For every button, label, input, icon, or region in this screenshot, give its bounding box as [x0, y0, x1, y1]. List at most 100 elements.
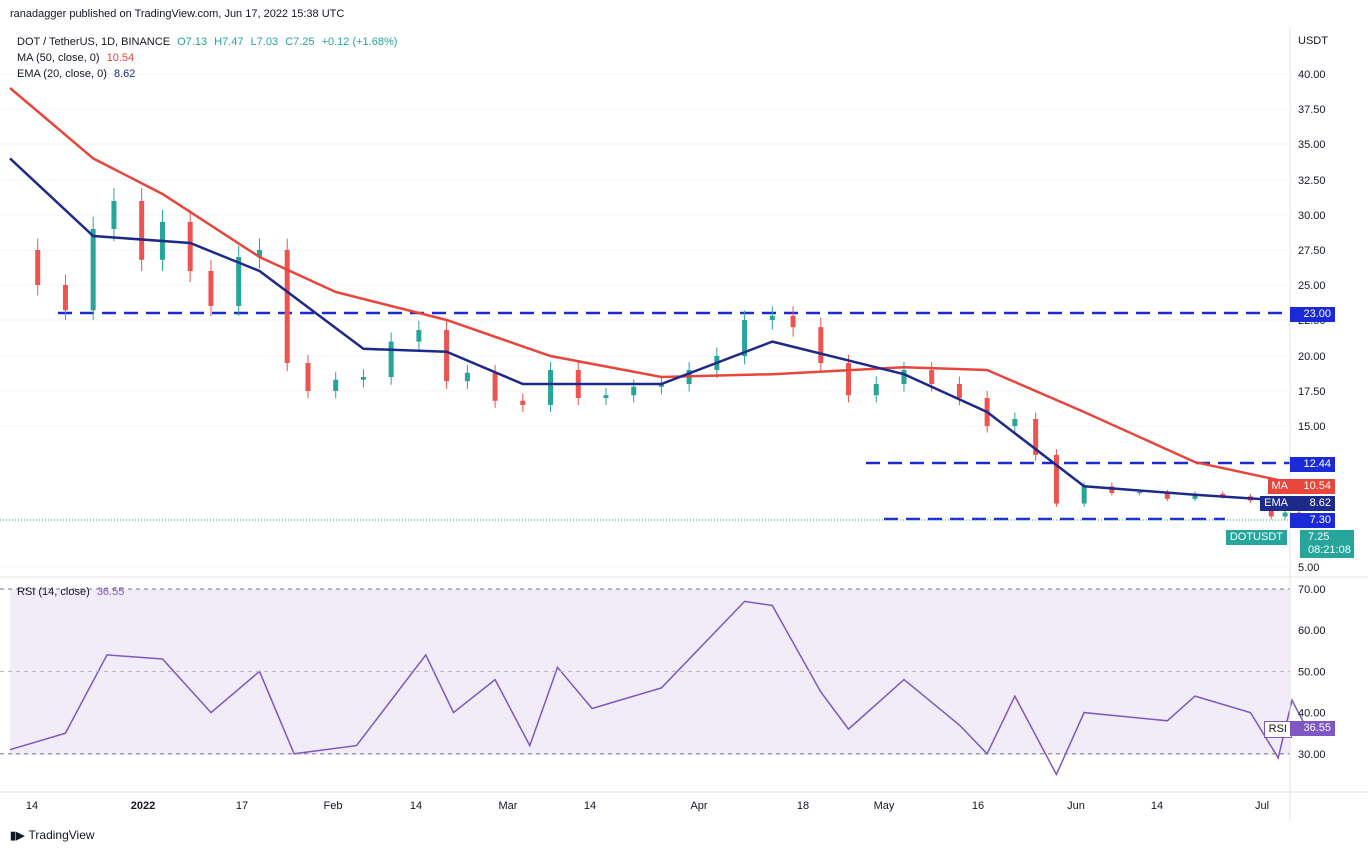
symbol-name: DOT / TetherUS, 1D, BINANCE: [17, 36, 171, 48]
candle-body: [1012, 419, 1018, 426]
rsi-legend[interactable]: RSI (14, close) 36.55: [17, 586, 124, 598]
candle-body: [236, 257, 242, 306]
currency-label: USDT: [1298, 35, 1328, 47]
price-tick-label: 25.00: [1298, 280, 1326, 292]
ema-tag-value: 8.62: [1290, 496, 1335, 511]
symbol-tag: DOTUSDT: [1225, 530, 1287, 545]
time-tick-label: Feb: [324, 800, 343, 812]
price-tick-label: 30.00: [1298, 210, 1326, 222]
candle-body: [1220, 493, 1226, 497]
ma-tag-value: 10.54: [1290, 479, 1335, 494]
candle-body: [846, 363, 852, 396]
candle-body: [444, 330, 450, 382]
time-tick-label: 14: [26, 800, 38, 812]
price-tick-label: 20.00: [1298, 351, 1326, 363]
symbol-legend[interactable]: DOT / TetherUS, 1D, BINANCE O7.13 H7.47 …: [17, 36, 397, 48]
level-1244-tag: 12.44: [1290, 457, 1335, 472]
time-tick-label: Jun: [1067, 800, 1085, 812]
rsi-tick-label: 70.00: [1298, 584, 1326, 596]
ma-tag-label: MA: [1267, 479, 1292, 494]
time-tick-label: 17: [236, 800, 248, 812]
ema-value: 8.62: [113, 68, 136, 80]
price-tick-label: 5.00: [1298, 562, 1319, 574]
price-tick-label: 17.50: [1298, 386, 1326, 398]
rsi-tick-label: 50.00: [1298, 666, 1326, 678]
ma50-line: [9, 87, 1307, 488]
candle-body: [548, 370, 554, 405]
ema-legend[interactable]: EMA (20, close, 0) 8.62: [17, 68, 135, 80]
open-value: O7.13: [177, 36, 208, 48]
ma-value: 10.54: [106, 52, 135, 64]
candle-body: [658, 384, 664, 387]
price-tick-label: 27.50: [1298, 245, 1326, 257]
candle-body: [603, 395, 609, 398]
candle-body: [187, 222, 193, 271]
price-tag: 7.25: [1300, 530, 1354, 545]
candle-body: [139, 201, 145, 260]
time-tick-label: Mar: [499, 800, 518, 812]
countdown-tag: 08:21:08: [1300, 543, 1354, 558]
price-tick-label: 40.00: [1298, 69, 1326, 81]
rsi-tag-label: RSI: [1263, 721, 1292, 738]
candle-body: [416, 330, 422, 342]
candle-body: [769, 315, 775, 320]
time-tick-label: Jul: [1255, 800, 1269, 812]
candle-body: [929, 370, 935, 384]
time-tick-label: 14: [584, 800, 596, 812]
candle-body: [492, 372, 498, 401]
candle-body: [1164, 492, 1170, 499]
low-value: L7.03: [250, 36, 279, 48]
candlesticks: [35, 187, 1309, 528]
candle-body: [790, 315, 796, 328]
candle-body: [1137, 492, 1143, 494]
ma-label: MA (50, close, 0): [17, 52, 100, 64]
ema20-line: [9, 157, 1306, 504]
candle-body: [464, 372, 470, 382]
candle-body: [520, 400, 526, 405]
close-value: C7.25: [285, 36, 315, 48]
brand-name: TradingView: [28, 828, 95, 842]
candle-body: [1053, 454, 1059, 504]
price-tick-label: 32.50: [1298, 175, 1326, 187]
candle-body: [305, 363, 311, 391]
candle-body: [208, 271, 214, 306]
change-value: +0.12 (+1.68%): [321, 36, 398, 48]
ema-label: EMA (20, close, 0): [17, 68, 107, 80]
candle-body: [35, 250, 41, 285]
rsi-axis: 70.00 60.00 50.00 40.00 30.00: [1298, 584, 1326, 761]
horizontal-levels: [0, 311, 1290, 521]
rsi-label: RSI (14, close): [17, 586, 90, 598]
candle-body: [90, 229, 96, 311]
candle-body: [62, 285, 68, 311]
price-tick-label: 35.00: [1298, 139, 1326, 151]
time-axis: 14 2022 17 Feb 14 Mar 14 Apr 18 May 16 Jun 14 Jul: [26, 800, 1269, 812]
high-value: H7.47: [214, 36, 244, 48]
tradingview-logo-icon: ▮▶: [10, 829, 25, 842]
candle-body: [901, 370, 907, 384]
candle-body: [111, 201, 117, 229]
candle-body: [284, 250, 290, 363]
candle-body: [388, 341, 394, 377]
time-tick-label: May: [874, 800, 895, 812]
candle-body: [1192, 493, 1198, 499]
price-axis: 40.0037.5035.0032.5030.0027.5025.0022.50…: [1298, 69, 1326, 574]
candle-body: [956, 384, 962, 398]
candle-body: [873, 384, 879, 396]
candle-body: [631, 386, 637, 396]
time-tick-label: 18: [797, 800, 809, 812]
candle-body: [1081, 486, 1087, 504]
chart-grid: [0, 73, 1290, 568]
time-tick-label: Apr: [690, 800, 707, 812]
rsi-value: 36.55: [96, 586, 125, 598]
rsi-band: [10, 589, 1290, 755]
price-tick-label: 37.50: [1298, 104, 1326, 116]
rsi-tick-label: 60.00: [1298, 625, 1326, 637]
candle-body: [818, 327, 824, 363]
rsi-tick-label: 40.00: [1298, 708, 1326, 720]
tradingview-brand[interactable]: ▮▶ TradingView: [10, 828, 95, 842]
candle-body: [742, 320, 748, 356]
ma-legend[interactable]: MA (50, close, 0) 10.54: [17, 52, 134, 64]
candle-body: [360, 377, 366, 380]
candle-body: [256, 250, 262, 257]
